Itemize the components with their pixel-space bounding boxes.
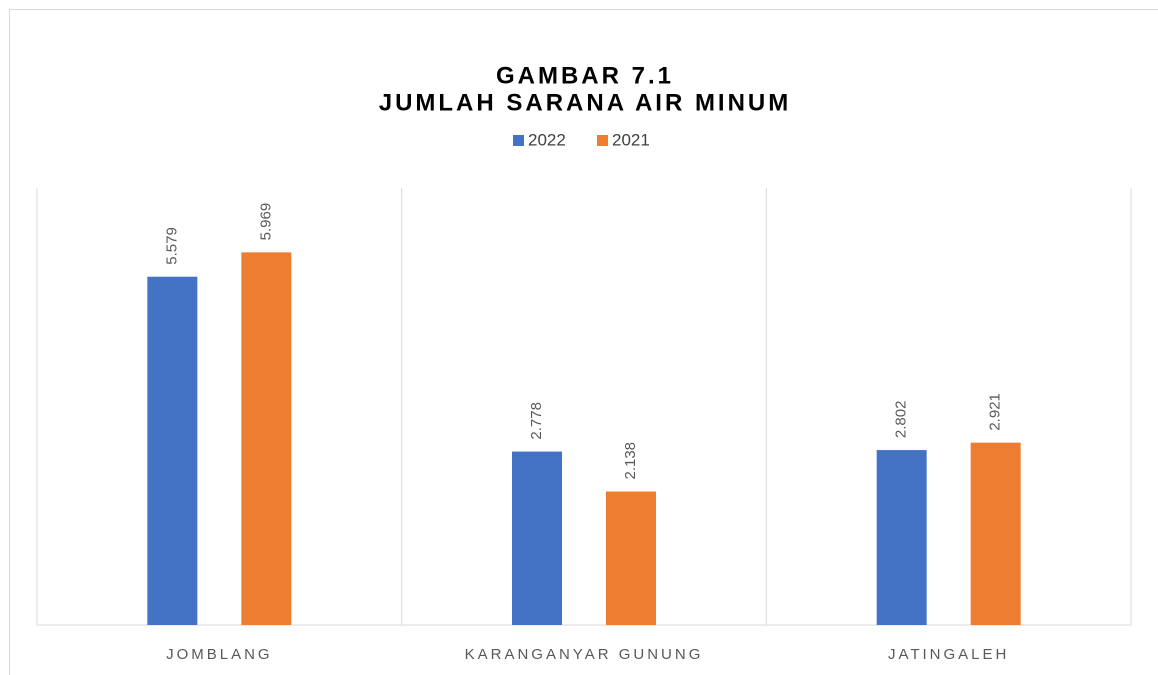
data-label: 5.969 <box>257 203 274 241</box>
data-label: 2.921 <box>987 393 1004 431</box>
legend-swatch <box>513 135 524 146</box>
chart-title: JUMLAH SARANA AIR MINUM <box>379 89 792 116</box>
data-label: 2.138 <box>622 442 639 480</box>
data-label: 5.579 <box>163 227 180 265</box>
data-label: 2.802 <box>893 401 910 439</box>
x-tick-label: JATINGALEH <box>888 646 1009 663</box>
bar <box>606 491 656 625</box>
x-tick-label: KARANGANYAR GUNUNG <box>465 646 704 663</box>
bar <box>241 252 292 625</box>
bar <box>512 451 562 625</box>
bar <box>147 276 198 625</box>
x-tick-label: JOMBLANG <box>166 646 273 663</box>
legend-label: 2021 <box>612 130 650 149</box>
bar <box>970 442 1021 625</box>
chart-title: GAMBAR 7.1 <box>496 62 674 89</box>
legend-label: 2022 <box>528 130 566 149</box>
bar <box>876 450 927 625</box>
data-label: 2.778 <box>528 402 545 440</box>
chart-border <box>9 9 1158 675</box>
legend-swatch <box>597 135 608 146</box>
